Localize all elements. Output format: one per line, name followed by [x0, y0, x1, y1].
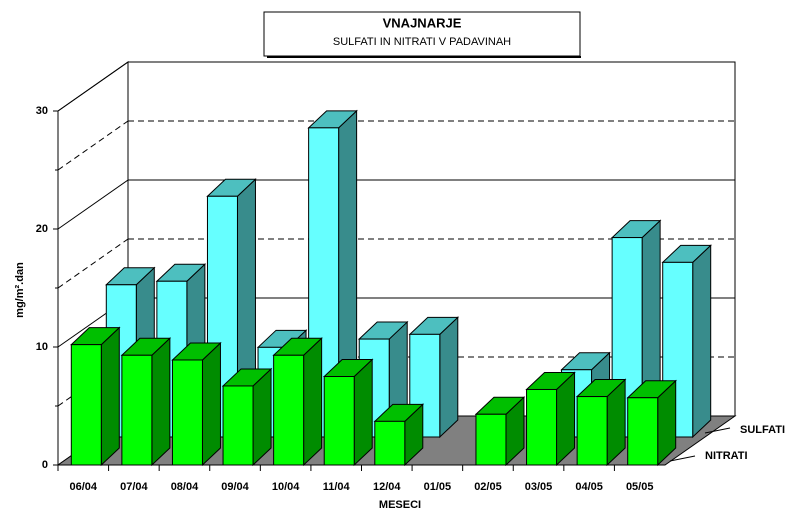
grid-line [57, 179, 129, 230]
bar [526, 388, 558, 466]
x-axis-label: MESECI [379, 499, 421, 511]
x-tick-label: 07/04 [120, 481, 148, 493]
y-axis-label: mg/m².dan [14, 262, 26, 318]
minor-grid-line [57, 238, 129, 289]
bar [627, 397, 659, 466]
chart-title: VNAJNARJE [383, 15, 462, 30]
bar-side [201, 341, 221, 467]
title-box [263, 11, 581, 57]
bar-side [353, 358, 373, 467]
bar-side [303, 337, 323, 467]
x-tick-label: 03/05 [525, 481, 553, 493]
bar-side [692, 244, 712, 439]
bar-side [151, 337, 171, 467]
y-tick-label: 0 [42, 459, 48, 471]
bar [323, 376, 355, 466]
legend-label: NITRATI [705, 450, 748, 462]
bar [121, 354, 153, 466]
y-tick-label: 10 [36, 341, 48, 353]
x-tick-label: 09/04 [221, 481, 249, 493]
bar-side [439, 316, 459, 439]
bar [222, 385, 254, 466]
bar [171, 359, 203, 466]
y-tick-label: 30 [36, 105, 48, 117]
bar [475, 413, 507, 466]
x-tick-label: 04/05 [575, 481, 603, 493]
legend-tick [704, 427, 731, 434]
legend-tick [669, 455, 696, 462]
bar [374, 420, 406, 466]
grid-line [57, 61, 129, 112]
legend-label: SULFATI [740, 424, 785, 436]
bar [70, 344, 102, 466]
bar-side [100, 326, 120, 467]
bar [273, 354, 305, 466]
x-tick-label: 08/04 [171, 481, 199, 493]
minor-grid-line [57, 120, 129, 171]
x-tick-label: 11/04 [323, 481, 351, 493]
x-tick-label: 01/05 [424, 481, 452, 493]
x-tick-label: 02/05 [474, 481, 502, 493]
x-tick-label: 12/04 [373, 481, 401, 493]
x-tick-label: 06/04 [70, 481, 98, 493]
bar [576, 396, 608, 466]
chart-subtitle: SULFATI IN NITRATI V PADAVINAH [333, 36, 511, 48]
x-tick-label: 05/05 [626, 481, 654, 493]
y-tick-label: 20 [36, 223, 48, 235]
x-tick-label: 10/04 [272, 481, 300, 493]
